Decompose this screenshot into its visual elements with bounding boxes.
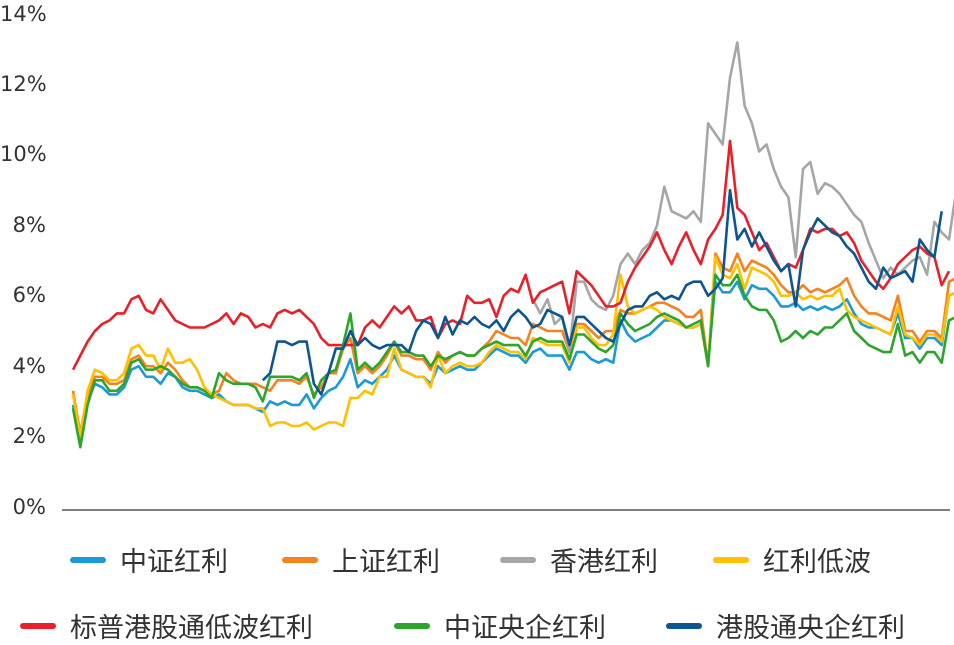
legend-label: 香港红利: [550, 547, 658, 578]
legend-label: 红利低波: [763, 547, 871, 578]
legend-swatch: [713, 556, 749, 563]
series-line: [71, 273, 954, 449]
series-line: [71, 280, 954, 442]
legend-item-zhongzheng-dividend: 中证红利: [70, 540, 228, 579]
y-tick: 4%: [12, 354, 46, 378]
series-line: [531, 41, 954, 354]
legend-swatch: [500, 556, 536, 563]
legend-label: 中证红利: [120, 547, 228, 578]
legend-label: 上证红利: [332, 547, 440, 578]
y-tick: 2%: [12, 424, 46, 448]
series-line: [261, 188, 943, 396]
legend-swatch: [666, 622, 702, 629]
line-chart-plot: [62, 41, 954, 511]
series-lines: [71, 41, 954, 449]
legend-item-sp-hk-connect-low-vol-dividend: 标普港股通低波红利: [20, 606, 313, 645]
legend-label: 标普港股通低波红利: [70, 613, 313, 644]
legend: 中证红利 上证红利 香港红利 红利低波 标普港股通低波红利 中证央企红利 港股通…: [0, 528, 954, 645]
y-tick: 8%: [12, 213, 46, 237]
series-line: [71, 255, 954, 438]
y-tick: 10%: [0, 142, 47, 166]
y-tick: 12%: [0, 72, 47, 96]
legend-item-csi-soe-dividend: 中证央企红利: [394, 606, 606, 645]
series-line: [71, 252, 954, 435]
legend-item-shangzheng-dividend: 上证红利: [282, 540, 440, 579]
legend-label: 港股通央企红利: [716, 613, 905, 644]
y-tick: 0%: [12, 495, 46, 519]
legend-label: 中证央企红利: [444, 613, 606, 644]
legend-swatch: [70, 556, 106, 563]
legend-swatch: [282, 556, 318, 563]
y-tick: 6%: [12, 283, 46, 307]
legend-swatch: [20, 622, 56, 629]
legend-item-hk-connect-soe-dividend: 港股通央企红利: [666, 606, 905, 645]
legend-item-dividend-low-vol: 红利低波: [713, 540, 871, 579]
legend-item-hk-dividend: 香港红利: [500, 540, 658, 579]
y-tick: 14%: [0, 2, 47, 26]
legend-swatch: [394, 622, 430, 629]
